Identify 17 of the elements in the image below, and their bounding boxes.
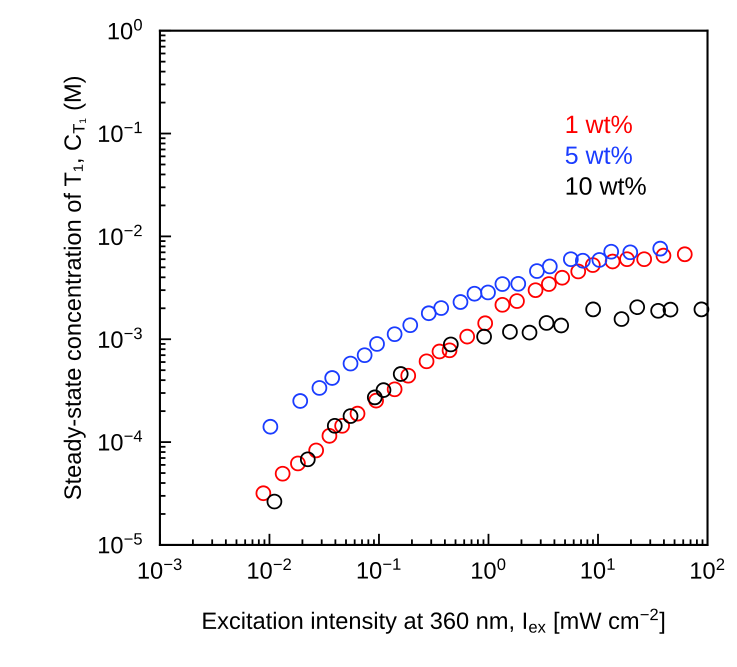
text: 10 wt% bbox=[566, 177, 646, 195]
y-tick-label: 10$^{−2}$ bbox=[99, 224, 142, 246]
x-tick-label: 10$^{1}$ bbox=[582, 558, 615, 579]
text: 1 wt% bbox=[566, 116, 632, 134]
x-tick-label: 10$^{−3}$ bbox=[138, 558, 182, 579]
y-tick-label: 10$^{−3}$ bbox=[99, 327, 142, 348]
x-tick-label: 10$^{2}$ bbox=[691, 558, 724, 579]
x-tick-label: 10$^{0}$ bbox=[472, 558, 506, 579]
y-tick-label: 10$^{−4}$ bbox=[99, 430, 142, 451]
y-tick-label: 10$^{−5}$ bbox=[99, 533, 142, 554]
text: 5 wt% bbox=[566, 146, 632, 164]
y-axis-title: Steady-state concentration of T₁, C$_{T₁}$ (M) bbox=[64, 76, 86, 500]
x-tick-label: 10$^{−1}$ bbox=[358, 558, 400, 579]
y-tick-label: 10$^{0}$ bbox=[108, 18, 142, 40]
y-tick-label: 10$^{−1}$ bbox=[99, 122, 142, 142]
x-axis-title: Excitation intensity at 360 nm, I$_{ex}$ [mW cm$^{−2}$] bbox=[203, 608, 664, 634]
x-tick-label: 10$^{−2}$ bbox=[248, 558, 291, 579]
